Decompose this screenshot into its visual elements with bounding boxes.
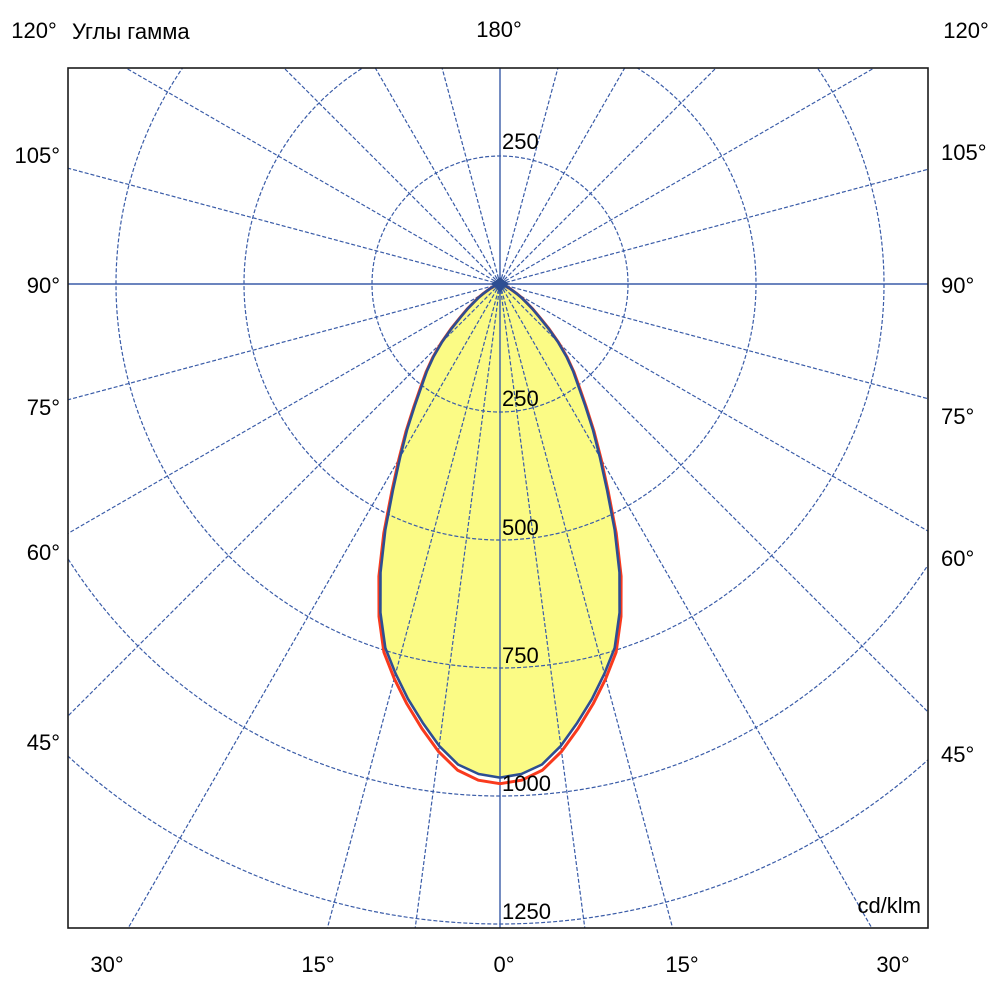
grid-radial-L15 [326,283,501,928]
polar-grid [68,68,928,928]
gamma-label-bottom-15R: 15° [665,952,698,977]
curve-layer [377,282,623,786]
gamma-label-right-45: 45° [941,742,974,767]
grid-radial-R15 [499,283,674,928]
grid-radial-R120 [499,68,875,285]
curve-c0-c180 [379,282,621,779]
gamma-label-left-105: 105° [14,143,60,168]
ring-label-250-bottom: 250 [502,386,539,411]
grid-radial-L7.5 [414,283,501,928]
ring-label-250-top: 250 [502,129,539,154]
gamma-label-right-75: 75° [941,404,974,429]
angle-labels: 120° Углы гамма 180° 120° 105° 90° 75° 6… [11,17,989,977]
grid-radial-L165 [441,68,501,285]
grid-radial-R45 [499,283,928,713]
plot-border [67,67,929,929]
gamma-label-left-75: 75° [27,395,60,420]
gamma-label-right-105: 105° [941,140,987,165]
gamma-label-top-left: 120° [11,18,57,43]
ring-label-750: 750 [502,643,539,668]
ring-label-1250: 1250 [502,899,551,924]
grid-radial-R75 [499,283,928,400]
grid-radial-R165 [499,68,559,285]
grid-radial-R150 [499,68,626,285]
gamma-label-right-90: 90° [941,273,974,298]
grid-radial-R30 [499,283,873,928]
grid-radial-R105 [499,168,928,285]
ring-label-1000: 1000 [502,771,551,796]
chart-title: Углы гамма [72,19,190,44]
gamma-label-left-45: 45° [27,730,60,755]
gamma-label-right-60: 60° [941,546,974,571]
unit-label: cd/klm [857,893,921,918]
gamma-label-left-60: 60° [27,540,60,565]
gamma-label-bottom-15L: 15° [301,952,334,977]
gamma-label-top-right: 120° [943,18,989,43]
grid-radial-L135 [283,68,501,285]
gamma-label-bottom-30R: 30° [876,952,909,977]
grid-radial-R7.5 [499,283,586,928]
grid-radial-R135 [499,68,717,285]
gamma-label-bottom-30L: 30° [90,952,123,977]
grid-radial-L30 [127,283,501,928]
grid-radial-L150 [374,68,501,285]
grid-radial-R60 [499,283,928,532]
grid-radial-L120 [125,68,501,285]
origin-marker [491,277,509,292]
ring-label-500: 500 [502,515,539,540]
gamma-label-top-center: 180° [476,17,522,42]
gamma-label-bottom-0: 0° [493,952,514,977]
ring-labels: 250 250 500 750 1000 1250 cd/klm [502,129,921,924]
grid-radial-L60 [68,283,501,534]
gamma-label-left-90: 90° [27,273,60,298]
chart-layers [68,68,928,928]
grid-radial-L75 [68,283,501,401]
grid-radial-L105 [68,167,501,285]
